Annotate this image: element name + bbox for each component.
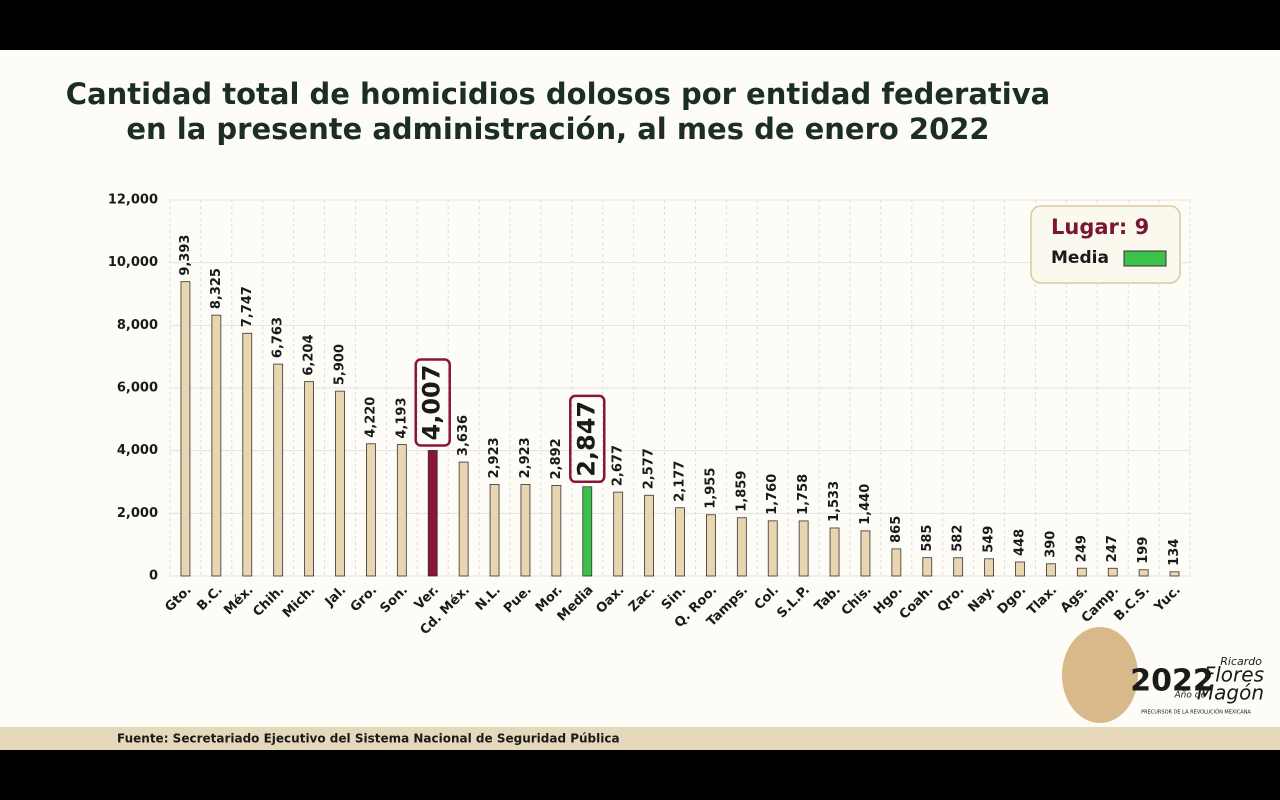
bar <box>922 557 933 577</box>
value-label: 4,220 <box>363 397 378 438</box>
logo: 2022 Ricardo Flores Año de Magón PRECURS… <box>1062 627 1264 723</box>
bar <box>304 381 314 577</box>
value-label: 1,955 <box>703 468 718 509</box>
value-label: 2,923 <box>487 437 502 478</box>
value-label: 199 <box>1136 537 1151 564</box>
value-label: 9,393 <box>178 235 193 276</box>
value-label: 2,177 <box>673 461 688 502</box>
bar <box>860 530 871 577</box>
value-label: 2,677 <box>611 445 626 486</box>
value-label: 549 <box>982 526 997 553</box>
value-label: 7,747 <box>240 286 255 327</box>
portrait <box>1062 627 1138 723</box>
bar <box>1138 569 1149 577</box>
bar <box>335 390 345 577</box>
logo-text: PRECURSOR DE LA REVOLUCIÓN MEXICANA <box>1141 709 1251 716</box>
bar <box>211 314 222 577</box>
y-tick-label: 2,000 <box>117 506 158 521</box>
bar <box>489 484 500 577</box>
bar <box>798 520 809 577</box>
value-label: 5,900 <box>333 344 348 385</box>
value-label: 2,923 <box>518 437 533 478</box>
bar <box>984 558 994 577</box>
value-label: 1,758 <box>796 474 811 515</box>
logo-text: Magón <box>1197 681 1264 705</box>
bar <box>180 281 191 577</box>
bar <box>1107 567 1118 577</box>
value-label: 134 <box>1167 539 1182 566</box>
bar <box>1169 571 1180 577</box>
bar <box>396 444 407 577</box>
value-label: 2,577 <box>642 448 657 489</box>
value-label: 1,440 <box>858 484 873 525</box>
value-label: 1,760 <box>765 474 780 515</box>
value-label: 4,193 <box>394 397 409 438</box>
value-label: 3,636 <box>456 415 471 456</box>
bar <box>706 514 716 577</box>
bar <box>242 332 253 577</box>
value-label-box <box>414 358 451 447</box>
y-tick-label: 6,000 <box>117 381 158 396</box>
bar <box>520 484 531 577</box>
value-label: 249 <box>1074 535 1089 562</box>
value-label-box <box>569 394 606 484</box>
bar <box>613 491 624 577</box>
bar <box>891 548 902 577</box>
bar <box>1015 561 1025 577</box>
value-label: 4,007 <box>418 365 446 441</box>
value-label: 1,533 <box>827 481 842 522</box>
logo-year: 2022 <box>1130 664 1214 699</box>
y-tick-label: 8,000 <box>117 318 158 333</box>
bar <box>427 450 438 577</box>
bar <box>366 443 376 577</box>
legend-swatch <box>1123 250 1167 267</box>
y-tick-label: 12,000 <box>108 193 158 208</box>
legend-title: Lugar: 9 <box>1051 215 1149 239</box>
bar <box>273 363 284 577</box>
value-label: 448 <box>1013 529 1028 556</box>
bar <box>675 507 685 577</box>
chart-title: Cantidad total de homicidios dolosos por… <box>66 77 1050 111</box>
value-label: 8,325 <box>209 268 224 309</box>
y-tick-label: 10,000 <box>108 255 158 270</box>
logo-text: Ricardo <box>1220 655 1262 668</box>
value-label: 390 <box>1043 531 1058 558</box>
bar <box>458 461 469 577</box>
value-label: 1,859 <box>734 471 749 512</box>
bar <box>1046 563 1056 577</box>
chart-title: en la presente administración, al mes de… <box>126 112 989 146</box>
value-label: 6,763 <box>271 317 286 358</box>
bar <box>953 557 964 577</box>
y-tick-label: 4,000 <box>117 443 158 458</box>
bar <box>736 517 747 577</box>
value-label: 582 <box>951 525 966 552</box>
logo-text: Año de <box>1174 691 1207 701</box>
source: Fuente: Secretariado Ejecutivo del Siste… <box>117 732 620 746</box>
bar <box>767 520 778 577</box>
value-label: 247 <box>1105 535 1120 562</box>
value-label: 6,204 <box>302 334 317 375</box>
logo-text: Flores <box>1204 663 1264 687</box>
bar <box>551 484 562 577</box>
bar <box>829 527 840 577</box>
value-label: 865 <box>889 516 904 543</box>
bar <box>582 486 593 577</box>
value-label: 2,847 <box>572 401 600 477</box>
legend-label: Media <box>1051 248 1109 268</box>
bar <box>644 494 654 577</box>
footer-band <box>0 727 1280 750</box>
y-tick-label: 0 <box>149 569 158 584</box>
value-label: 585 <box>920 525 935 552</box>
bar <box>1076 567 1087 577</box>
value-label: 2,892 <box>549 438 564 479</box>
